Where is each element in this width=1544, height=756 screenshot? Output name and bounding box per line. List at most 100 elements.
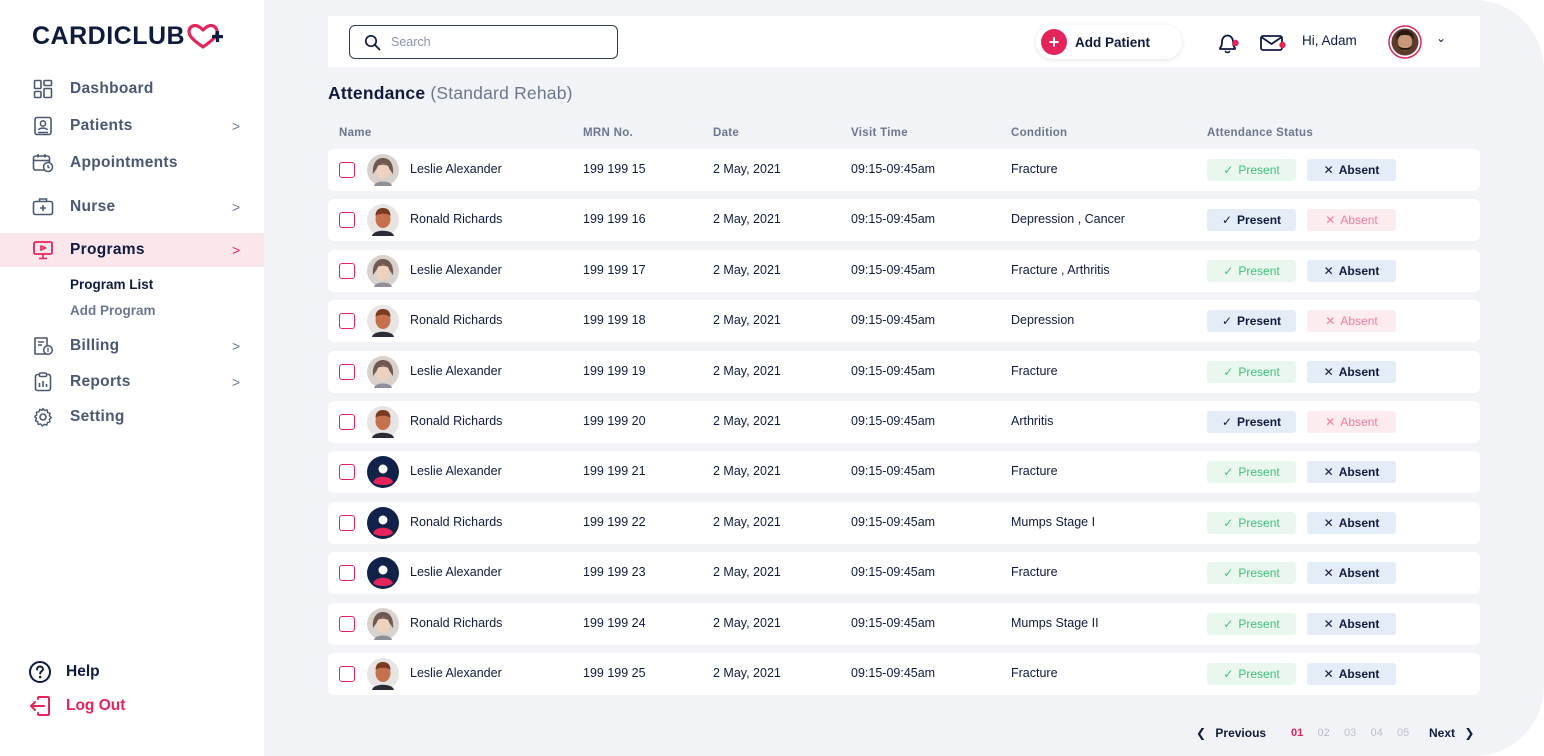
absent-label: Absent (1338, 263, 1380, 278)
present-button[interactable]: ✓ Present (1207, 612, 1296, 635)
help-label: Help (66, 663, 100, 680)
app-logo[interactable]: CARDICLUB (32, 22, 225, 51)
table-row[interactable]: Leslie Alexander 199 199 15 2 May, 2021 09:… (328, 149, 1480, 191)
present-button[interactable]: ✓ Present (1207, 411, 1296, 433)
visit-time: 09:15-09:45am (851, 313, 936, 328)
logout-link[interactable]: Log Out (28, 694, 125, 718)
absent-button[interactable]: ✕ Absent (1307, 360, 1396, 383)
absent-button[interactable]: ✕ Absent (1307, 612, 1396, 635)
page-number-04[interactable]: 04 (1370, 727, 1383, 739)
table-row[interactable]: Leslie Alexander 199 199 25 2 May, 2021 09:… (328, 653, 1480, 695)
table-row[interactable]: Leslie Alexander 199 199 19 2 May, 2021 09:… (328, 350, 1480, 393)
table-row[interactable]: Leslie Alexander 199 199 21 2 May, 2021 09:… (328, 451, 1480, 494)
page-number-05[interactable]: 05 (1397, 727, 1410, 739)
notification-bell-icon[interactable] (1215, 31, 1241, 55)
user-menu-chevron-icon[interactable]: ⌄ (1436, 31, 1447, 45)
row-checkbox[interactable] (339, 615, 355, 632)
billing-icon (32, 335, 54, 357)
row-checkbox[interactable] (339, 514, 355, 531)
sidebar-item-dashboard[interactable]: Dashboard (0, 72, 264, 106)
row-checkbox[interactable] (339, 262, 355, 279)
check-icon: ✓ (1221, 415, 1233, 429)
patient-name: Leslie Alexander (410, 666, 502, 680)
absent-label: Absent (1338, 364, 1380, 379)
absent-button[interactable]: ✕ Absent (1307, 411, 1396, 433)
mrn-number: 199 199 18 (583, 313, 646, 328)
present-button[interactable]: ✓ Present (1207, 310, 1296, 333)
absent-button[interactable]: ✕ Absent (1307, 562, 1396, 585)
user-avatar[interactable] (1383, 25, 1427, 59)
column-header-attendance-status[interactable]: Attendance Status (1207, 127, 1314, 139)
mrn-number: 199 199 16 (583, 212, 646, 227)
present-button[interactable]: ✓ Present (1207, 663, 1296, 685)
sidebar-item-reports[interactable]: Reports > (0, 365, 264, 399)
present-button[interactable]: ✓ Present (1207, 562, 1296, 585)
absent-button[interactable]: ✕ Absent (1307, 511, 1396, 534)
mrn-number: 199 199 22 (583, 514, 646, 529)
patient-name: Ronald Richards (410, 212, 503, 227)
row-checkbox[interactable] (339, 464, 355, 481)
row-checkbox[interactable] (339, 414, 355, 430)
sidebar-item-billing[interactable]: Billing > (0, 329, 264, 363)
submenu-add-program[interactable]: Add Program (70, 303, 156, 318)
present-label: Present (1237, 213, 1282, 228)
present-button[interactable]: ✓ Present (1207, 461, 1296, 484)
row-checkbox[interactable] (339, 313, 355, 330)
next-page-button[interactable]: Next ❯ (1429, 726, 1474, 740)
visit-date: 2 May, 2021 (713, 666, 781, 680)
search-input[interactable]: Search (349, 25, 618, 59)
page-number-01[interactable]: 01 (1291, 727, 1304, 739)
present-button[interactable]: ✓ Present (1207, 259, 1296, 282)
absent-button[interactable]: ✕ Absent (1307, 209, 1396, 232)
column-header-name[interactable]: Name (339, 127, 372, 139)
mail-icon[interactable] (1259, 33, 1287, 53)
absent-button[interactable]: ✕ Absent (1307, 461, 1396, 484)
present-button[interactable]: ✓ Present (1207, 209, 1296, 232)
row-checkbox[interactable] (339, 212, 355, 229)
help-link[interactable]: Help (28, 660, 100, 684)
present-button[interactable]: ✓ Present (1207, 511, 1296, 534)
row-checkbox[interactable] (339, 363, 355, 380)
previous-page-button[interactable]: ❮ Previous (1196, 726, 1266, 740)
present-button[interactable]: ✓ Present (1207, 159, 1296, 181)
table-row[interactable]: Leslie Alexander 199 199 17 2 May, 2021 09:… (328, 249, 1480, 292)
mrn-number: 199 199 17 (583, 262, 646, 277)
submenu-program-list[interactable]: Program List (70, 277, 154, 292)
page-number-03[interactable]: 03 (1344, 727, 1357, 739)
column-header-date[interactable]: Date (713, 127, 740, 139)
patient-name: Leslie Alexander (410, 565, 502, 580)
present-button[interactable]: ✓ Present (1207, 360, 1296, 383)
column-header-visit-time[interactable]: Visit Time (851, 127, 908, 139)
presentation-icon (32, 239, 54, 261)
sidebar-item-nurse[interactable]: Nurse > (0, 190, 264, 224)
table-row[interactable]: Ronald Richards 199 199 20 2 May, 2021 09:1… (328, 401, 1480, 443)
page-number-02[interactable]: 02 (1317, 727, 1330, 739)
column-header-mrn[interactable]: MRN No. (583, 127, 634, 139)
check-icon: ✓ (1223, 566, 1234, 581)
sidebar-item-setting[interactable]: Setting (0, 400, 264, 434)
add-patient-button[interactable]: + Add Patient (1036, 25, 1182, 59)
column-header-condition[interactable]: Condition (1011, 127, 1068, 139)
row-checkbox[interactable] (339, 162, 355, 178)
patient-avatar (367, 254, 399, 287)
absent-label: Absent (1338, 566, 1380, 581)
condition: Fracture (1011, 666, 1058, 680)
sidebar-item-appointments[interactable]: Appointments (0, 146, 264, 180)
sidebar-item-programs[interactable]: Programs > (0, 233, 264, 267)
sidebar-item-patients[interactable]: Patients > (0, 109, 264, 143)
absent-button[interactable]: ✕ Absent (1307, 663, 1396, 685)
table-row[interactable]: Ronald Richards 199 199 16 2 May, 2021 09:1… (328, 199, 1480, 242)
row-checkbox[interactable] (339, 565, 355, 582)
absent-button[interactable]: ✕ Absent (1307, 259, 1396, 282)
present-label: Present (1238, 163, 1280, 177)
absent-button[interactable]: ✕ Absent (1307, 310, 1396, 333)
table-row[interactable]: Ronald Richards 199 199 22 2 May, 2021 09:1… (328, 501, 1480, 544)
table-row[interactable]: Ronald Richards 199 199 18 2 May, 2021 09:1… (328, 300, 1480, 343)
patient-name: Leslie Alexander (410, 262, 502, 277)
table-row[interactable]: Ronald Richards 199 199 24 2 May, 2021 09:1… (328, 602, 1480, 645)
row-checkbox[interactable] (339, 666, 355, 682)
table-row[interactable]: Leslie Alexander 199 199 23 2 May, 2021 09:… (328, 552, 1480, 595)
present-label: Present (1238, 364, 1280, 379)
absent-button[interactable]: ✕ Absent (1307, 159, 1396, 181)
close-icon: ✕ (1325, 415, 1336, 429)
